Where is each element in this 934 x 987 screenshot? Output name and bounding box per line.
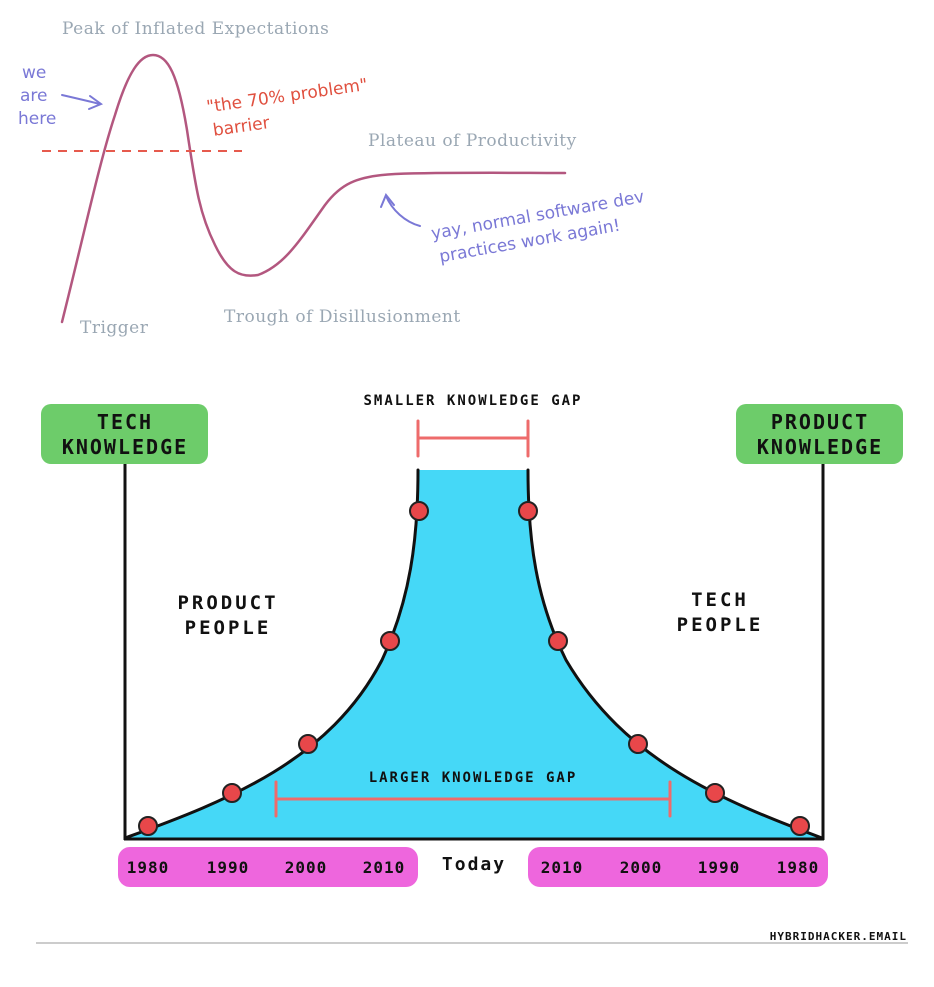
tech-knowledge-line-1: TECH bbox=[97, 410, 153, 434]
product-knowledge-line-1: PRODUCT bbox=[771, 410, 869, 434]
tech-knowledge-box bbox=[41, 404, 208, 464]
smaller-gap-bracket bbox=[416, 419, 530, 458]
data-dots bbox=[138, 501, 810, 836]
plateau-label: Plateau of Productivity bbox=[368, 131, 577, 151]
hype-cycle: Peak of Inflated Expectations Plateau of… bbox=[18, 19, 646, 338]
timeline-left-year: 1990 bbox=[207, 858, 250, 877]
we-are-here-line-2: are bbox=[20, 86, 48, 106]
product-knowledge-line-2: KNOWLEDGE bbox=[757, 435, 883, 459]
tech-people-line-1: TECH bbox=[691, 589, 749, 611]
hype-curve bbox=[60, 53, 567, 324]
we-are-here-line-1: we bbox=[22, 63, 46, 83]
dot bbox=[790, 816, 810, 836]
barrier-note-line-2: barrier bbox=[212, 113, 271, 141]
dot bbox=[548, 631, 568, 651]
arrow-icon bbox=[61, 94, 104, 110]
product-people-line-1: PRODUCT bbox=[177, 592, 278, 614]
peak-label: Peak of Inflated Expectations bbox=[62, 19, 329, 39]
barrier-note-line-1: "the 70% problem" bbox=[205, 75, 369, 117]
dot bbox=[628, 734, 648, 754]
product-knowledge-box bbox=[736, 404, 903, 464]
dot bbox=[518, 501, 538, 521]
timeline-left-year: 1980 bbox=[127, 858, 170, 877]
right-curve bbox=[526, 468, 824, 840]
dot bbox=[222, 783, 242, 803]
curved-arrow-icon bbox=[380, 193, 421, 227]
knowledge-gap-diagram: SMALLER KNOWLEDGE GAP LARGER KNOWLEDGE G… bbox=[41, 393, 903, 887]
smaller-gap-label: SMALLER KNOWLEDGE GAP bbox=[363, 393, 582, 409]
footer-credit: HYBRIDHACKER.EMAIL bbox=[770, 930, 907, 943]
left-curve bbox=[123, 468, 420, 840]
larger-gap-label: LARGER KNOWLEDGE GAP bbox=[369, 770, 578, 786]
dot bbox=[380, 631, 400, 651]
trigger-label: Trigger bbox=[80, 318, 149, 338]
timeline-left-year: 2010 bbox=[363, 858, 406, 877]
gap-area bbox=[125, 470, 822, 838]
tech-knowledge-line-2: KNOWLEDGE bbox=[62, 435, 188, 459]
timeline-right-pill bbox=[528, 847, 828, 887]
timeline-right-year: 1990 bbox=[698, 858, 741, 877]
dot bbox=[298, 734, 318, 754]
trough-label: Trough of Disillusionment bbox=[224, 307, 461, 327]
product-people-line-2: PEOPLE bbox=[185, 617, 272, 639]
timeline-right-year: 1980 bbox=[777, 858, 820, 877]
dot bbox=[705, 783, 725, 803]
larger-gap-bracket bbox=[274, 780, 672, 818]
timeline-left-year: 2000 bbox=[285, 858, 328, 877]
timeline-left-pill bbox=[118, 847, 418, 887]
timeline-right-year: 2000 bbox=[620, 858, 663, 877]
timeline-today: Today bbox=[442, 854, 506, 875]
timeline-right-year: 2010 bbox=[541, 858, 584, 877]
dot bbox=[409, 501, 429, 521]
we-are-here-line-3: here bbox=[18, 109, 56, 129]
tech-people-line-2: PEOPLE bbox=[677, 614, 764, 636]
dot bbox=[138, 816, 158, 836]
